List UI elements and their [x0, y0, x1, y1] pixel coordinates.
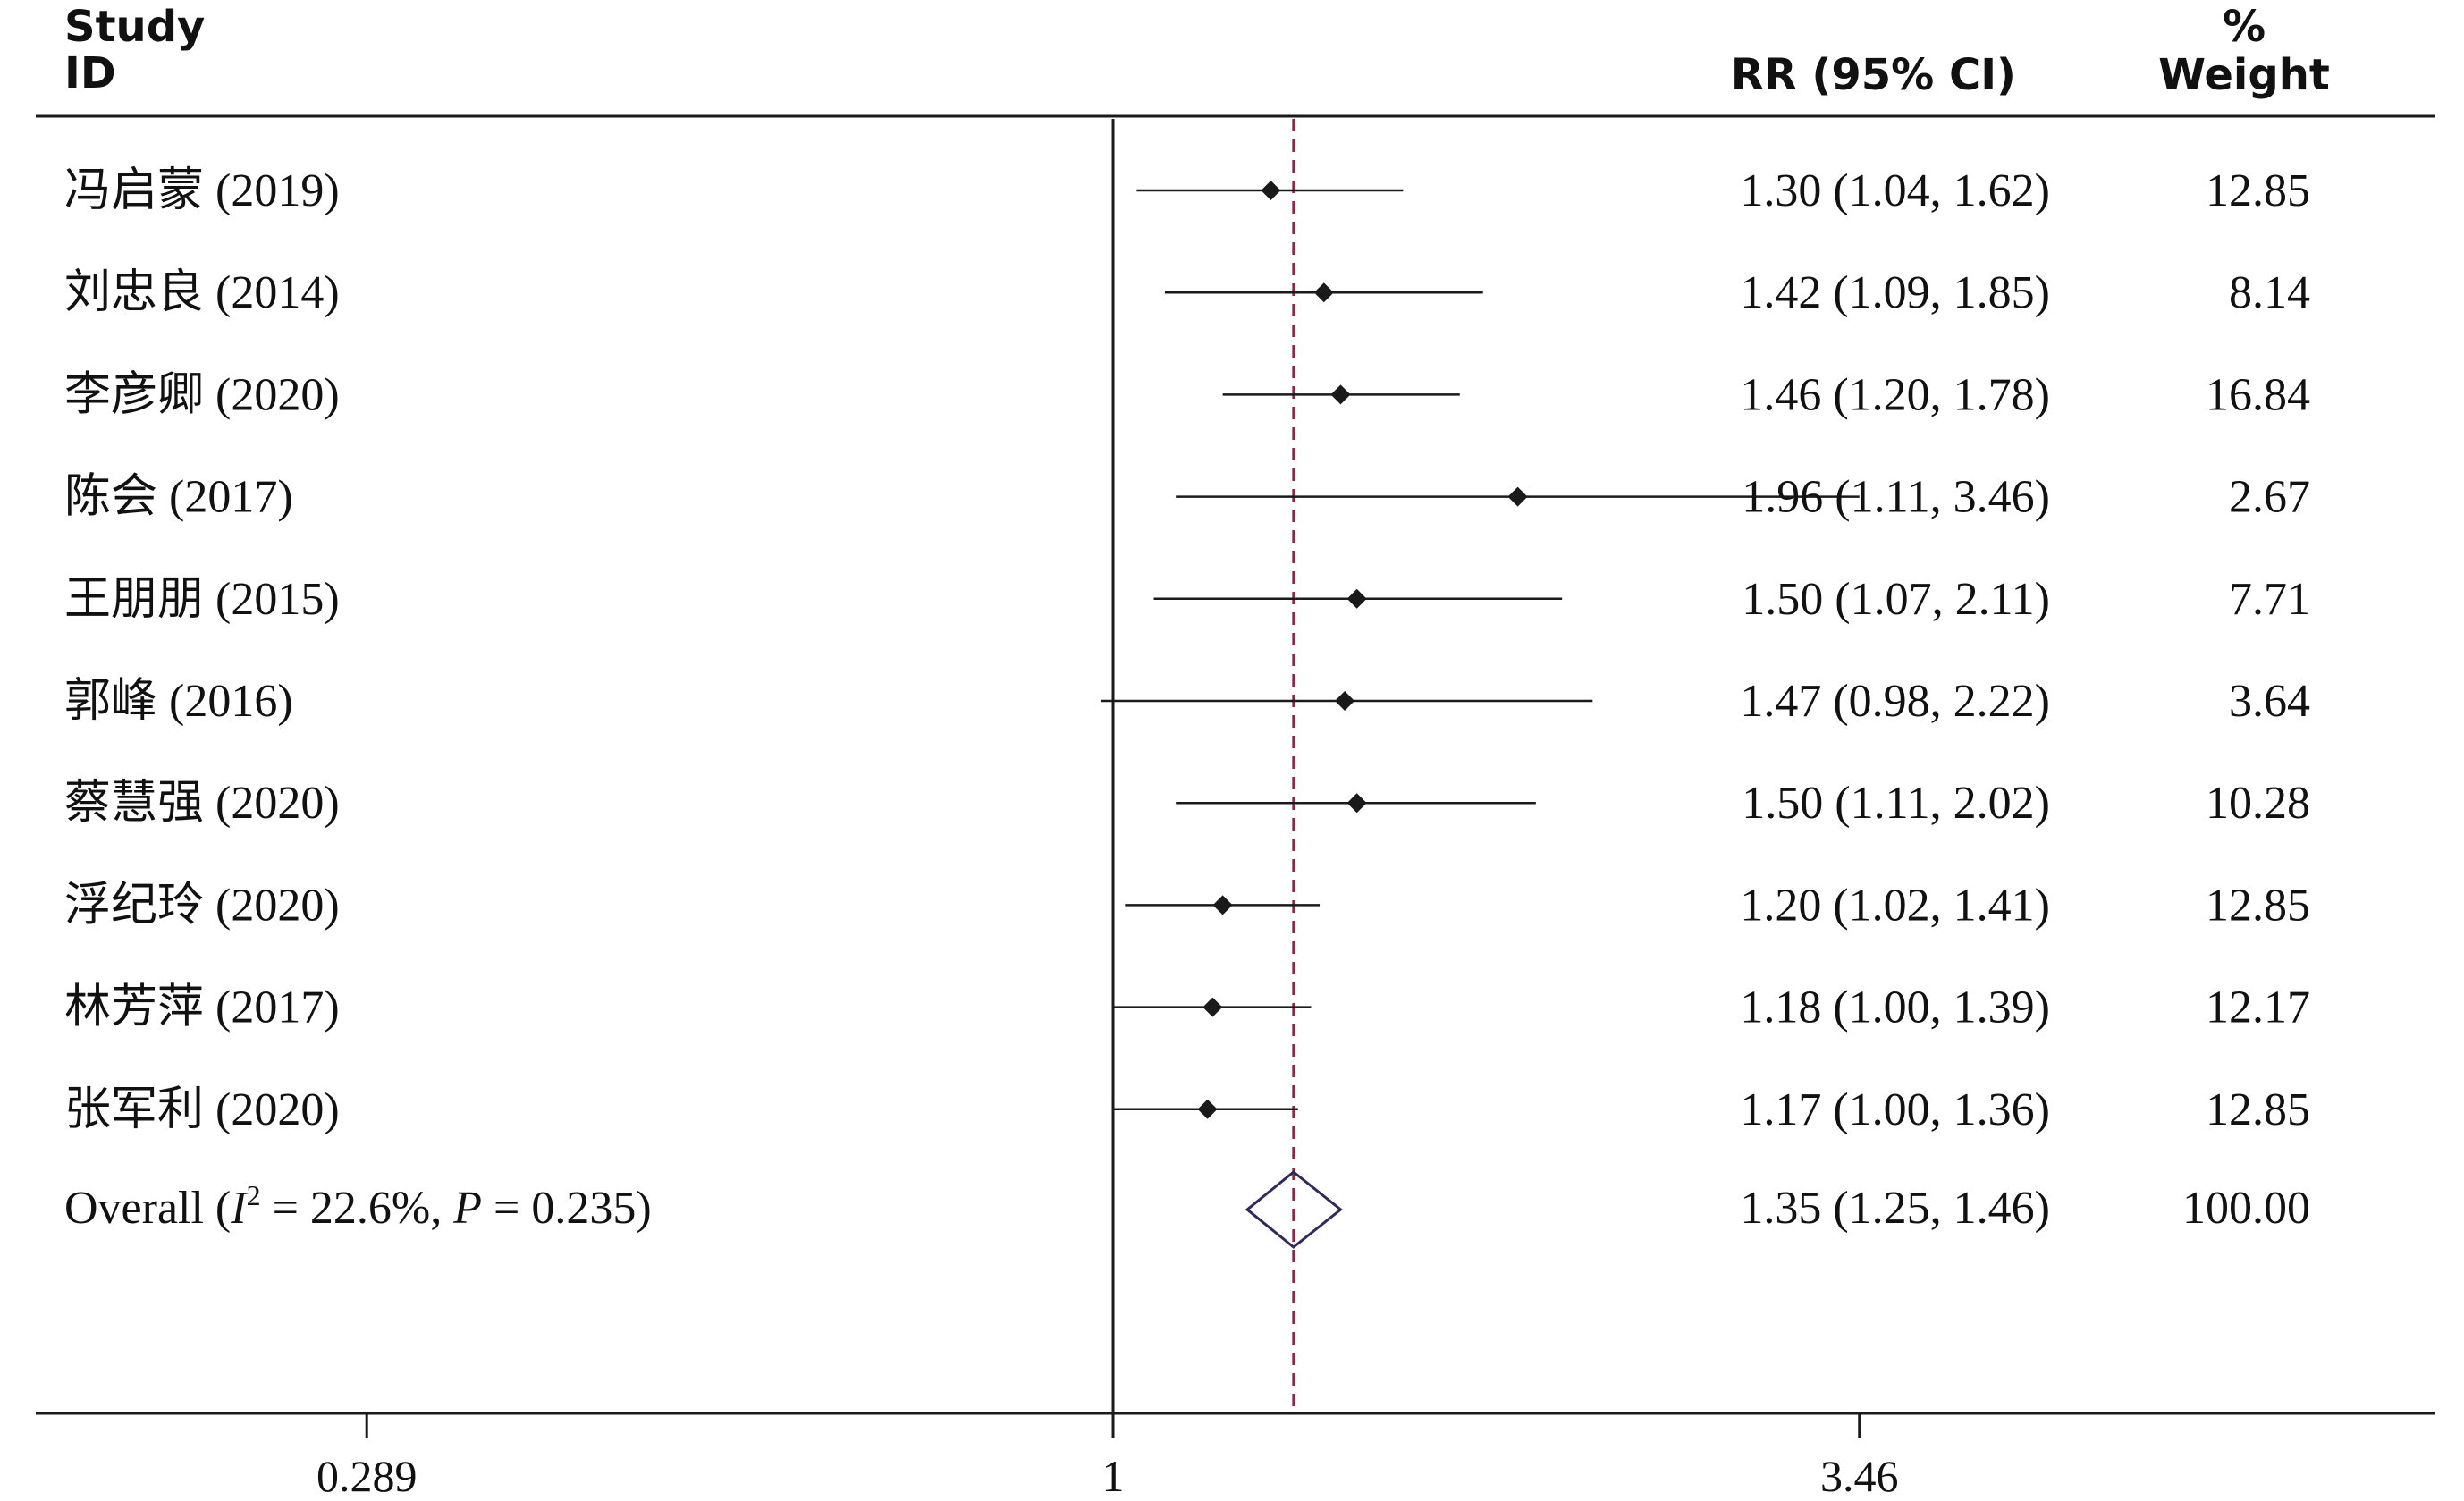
study-label: 蔡慧强 (2020) — [64, 778, 340, 829]
axis-ticks: 0.289 1 3.46 — [316, 1413, 1899, 1501]
study-label: 李彦卿 (2020) — [64, 369, 340, 420]
study-weight: 12.85 — [2206, 1084, 2310, 1135]
study-weight: 8.14 — [2229, 267, 2310, 318]
header-rr: RR (95% CI) — [1731, 50, 2016, 100]
study-ci-text: 1.47 (0.98, 2.22) — [1740, 676, 2050, 727]
study-label: 王朋朋 (2015) — [64, 574, 340, 625]
study-row: 郭峰 (2016) 1.47 (0.98, 2.22) 3.64 — [64, 676, 2310, 727]
study-point-marker — [1346, 793, 1367, 814]
study-ci-text: 1.18 (1.00, 1.39) — [1740, 982, 2050, 1033]
header-weight: Weight — [2158, 50, 2330, 100]
study-point-marker — [1212, 895, 1233, 915]
study-ci-text: 1.30 (1.04, 1.62) — [1740, 165, 2050, 216]
axis-tick-label: 0.289 — [316, 1451, 418, 1501]
study-ci-text: 1.50 (1.07, 2.11) — [1742, 574, 2050, 625]
study-row: 陈会 (2017) 1.96 (1.11, 3.46) 2.67 — [64, 472, 2310, 523]
axis-tick-label: 1 — [1102, 1451, 1125, 1501]
study-label: 刘忠良 (2014) — [64, 267, 340, 318]
study-label: 郭峰 (2016) — [64, 676, 293, 727]
overall-label: Overall (I2 = 22.6%, P = 0.235) — [64, 1179, 652, 1234]
study-ci-text: 1.17 (1.00, 1.36) — [1740, 1084, 2050, 1135]
study-row: 刘忠良 (2014) 1.42 (1.09, 1.85) 8.14 — [64, 267, 2310, 318]
study-label: 陈会 (2017) — [64, 472, 293, 523]
overall-ci-text: 1.35 (1.25, 1.46) — [1740, 1183, 2050, 1234]
study-point-marker — [1261, 181, 1281, 200]
study-label: 张军利 (2020) — [64, 1084, 340, 1135]
study-row: 浮纪玲 (2020) 1.20 (1.02, 1.41) 12.85 — [64, 880, 2310, 931]
study-ci-text: 1.46 (1.20, 1.78) — [1740, 369, 2050, 420]
study-point-marker — [1330, 384, 1351, 405]
study-point-marker — [1202, 997, 1223, 1017]
study-row: 冯启蒙 (2019) 1.30 (1.04, 1.62) 12.85 — [64, 165, 2310, 216]
header-id: ID — [64, 48, 116, 98]
axis-tick-label: 3.46 — [1820, 1451, 1899, 1501]
study-row: 蔡慧强 (2020) 1.50 (1.11, 2.02) 10.28 — [64, 778, 2310, 829]
study-ci-text: 1.96 (1.11, 3.46) — [1742, 472, 2050, 523]
study-ci-text: 1.50 (1.11, 2.02) — [1742, 778, 2050, 829]
study-weight: 16.84 — [2206, 369, 2310, 420]
study-row: 张军利 (2020) 1.17 (1.00, 1.36) 12.85 — [64, 1084, 2310, 1135]
study-point-marker — [1346, 588, 1367, 609]
study-weight: 7.71 — [2229, 574, 2310, 625]
study-row: 李彦卿 (2020) 1.46 (1.20, 1.78) 16.84 — [64, 369, 2310, 420]
study-label: 林芳萍 (2017) — [64, 982, 340, 1033]
header-study: Study — [64, 2, 205, 52]
study-weight: 12.17 — [2206, 982, 2310, 1033]
study-weight: 2.67 — [2229, 472, 2310, 523]
overall-row: Overall (I2 = 22.6%, P = 0.235) 1.35 (1.… — [64, 1170, 2310, 1249]
study-weight: 10.28 — [2206, 778, 2310, 829]
study-ci-text: 1.20 (1.02, 1.41) — [1740, 880, 2050, 931]
study-point-marker — [1335, 691, 1355, 711]
study-label: 浮纪玲 (2020) — [64, 880, 340, 931]
study-ci-text: 1.42 (1.09, 1.85) — [1740, 267, 2050, 318]
overall-diamond — [1245, 1170, 1343, 1249]
study-rows: 冯启蒙 (2019) 1.30 (1.04, 1.62) 12.85 刘忠良 (201… — [64, 165, 2310, 1135]
study-point-marker — [1507, 486, 1528, 507]
study-weight: 12.85 — [2206, 165, 2310, 216]
overall-weight: 100.00 — [2182, 1183, 2310, 1234]
study-point-marker — [1197, 1099, 1218, 1119]
study-weight: 12.85 — [2206, 880, 2310, 931]
header-percent: % — [2223, 2, 2266, 52]
study-row: 王朋朋 (2015) 1.50 (1.07, 2.11) 7.71 — [64, 574, 2310, 625]
study-row: 林芳萍 (2017) 1.18 (1.00, 1.39) 12.17 — [64, 982, 2310, 1033]
study-point-marker — [1313, 282, 1334, 303]
study-weight: 3.64 — [2229, 676, 2310, 727]
study-label: 冯启蒙 (2019) — [64, 165, 340, 216]
